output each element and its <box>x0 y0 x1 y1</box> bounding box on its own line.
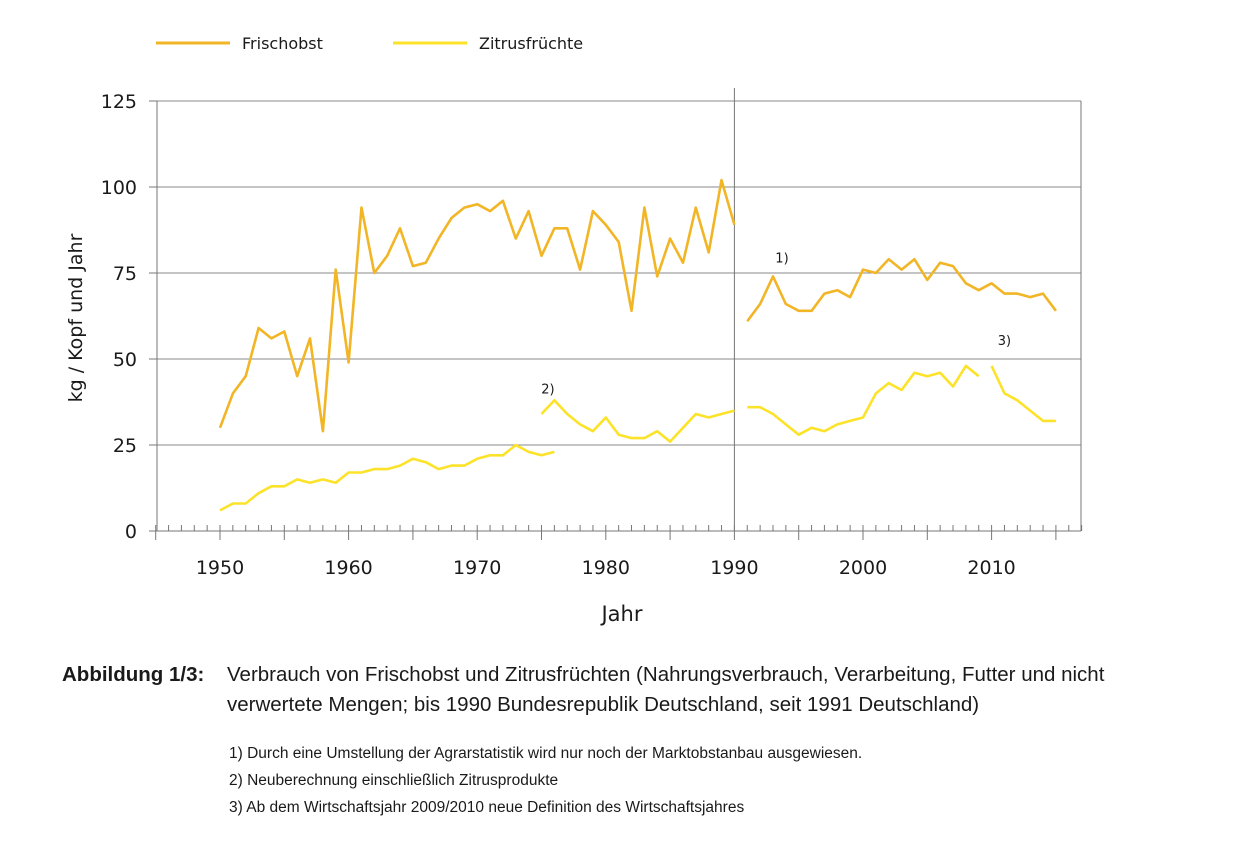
series-line <box>218 178 736 433</box>
series-line <box>746 257 1057 322</box>
y-axis-title: kg / Kopf und Jahr <box>65 233 87 402</box>
series-line <box>219 443 555 512</box>
x-tick-label: 1970 <box>453 557 501 579</box>
line-chart: Frischobst Zitrusfrüchte 0 25 50 75 100 125 1950… <box>65 34 1083 626</box>
y-tick-label: 25 <box>113 435 137 457</box>
legend-label: Zitrusfrüchte <box>479 34 583 53</box>
y-tick-label: 125 <box>101 91 137 113</box>
annotation-label: 1) <box>775 252 788 267</box>
x-tick-label: 2000 <box>839 557 887 579</box>
series-line <box>990 365 1056 423</box>
x-tick-label: 1980 <box>582 557 630 579</box>
x-tick-label: 1950 <box>196 557 244 579</box>
footnote-3: 3) Ab dem Wirtschaftsjahr 2009/2010 neue… <box>229 799 745 816</box>
x-axis-title: Jahr <box>599 602 642 626</box>
y-tick-label: 75 <box>113 263 137 285</box>
footnote-1: 1) Durch eine Umstellung der Agrarstatis… <box>229 745 863 762</box>
series-line <box>540 399 735 443</box>
x-tick-label: 2010 <box>967 557 1015 579</box>
x-tick-label: 1990 <box>710 557 758 579</box>
series-line <box>747 364 980 436</box>
y-tick-label: 0 <box>125 521 137 543</box>
footnote-2: 2) Neuberechnung einschließlich Zitruspr… <box>229 772 559 789</box>
caption-label: Abbildung 1/3: <box>62 663 205 686</box>
y-tick-label: 100 <box>101 177 137 199</box>
caption-text: Verbrauch von Frischobst und Zitrusfrüch… <box>227 663 1105 716</box>
footnotes: 1) Durch eine Umstellung der Agrarstatis… <box>229 740 862 821</box>
annotation-label: 2) <box>541 382 554 397</box>
x-tick-label: 1960 <box>324 557 372 579</box>
y-tick-label: 50 <box>113 349 137 371</box>
annotation-label: 3) <box>998 334 1011 349</box>
legend-label: Frischobst <box>242 34 323 53</box>
